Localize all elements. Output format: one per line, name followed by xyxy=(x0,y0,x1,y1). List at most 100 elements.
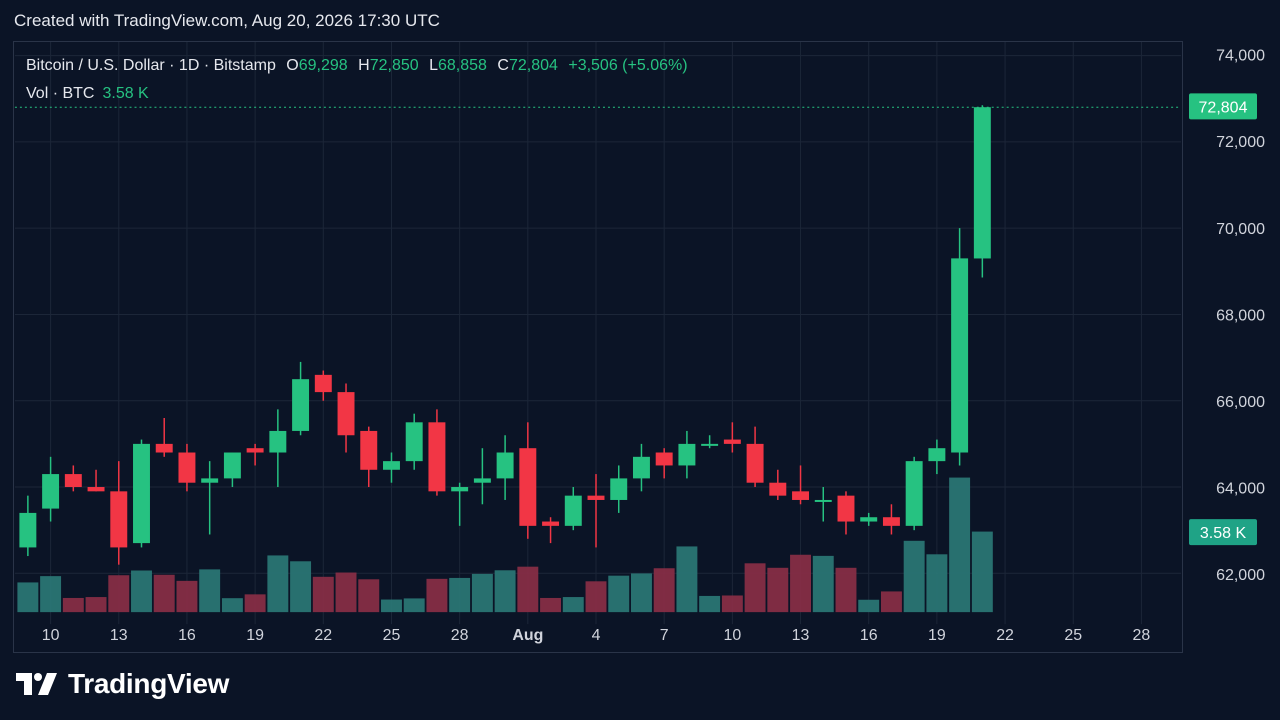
volume-bar xyxy=(585,581,607,613)
x-tick-label: 13 xyxy=(110,627,128,644)
candle-body xyxy=(64,474,82,488)
low-label: L xyxy=(429,57,438,74)
symbol-label: Bitcoin / U.S. Dollar · 1D · Bitstamp xyxy=(26,57,276,74)
candle-body xyxy=(383,461,400,470)
high-value: 72,850 xyxy=(369,57,419,74)
open-label: O xyxy=(286,57,299,74)
candle-body xyxy=(314,374,332,393)
candle-body xyxy=(155,443,173,453)
volume-bar xyxy=(381,599,402,613)
candle-body xyxy=(292,379,310,431)
volume-bar xyxy=(471,573,493,613)
volume-bar xyxy=(699,595,721,613)
volume-bar xyxy=(608,575,630,613)
candle-body xyxy=(133,443,150,544)
x-tick-label: 25 xyxy=(383,627,401,644)
x-tick-label: 28 xyxy=(1133,627,1151,644)
volume-bar xyxy=(267,555,289,613)
volume-bar xyxy=(949,477,971,613)
low-value: 68,858 xyxy=(438,57,487,74)
high-label: H xyxy=(358,57,370,74)
volume-bar xyxy=(721,595,743,613)
volume-bar xyxy=(540,597,562,613)
last-volume-badge: 3.58 K xyxy=(1189,519,1257,546)
candle-body xyxy=(610,478,628,500)
volume-bar xyxy=(835,567,857,613)
x-tick-label: 16 xyxy=(178,627,196,644)
volume-bar xyxy=(653,568,675,613)
x-axis-ticks: 10 13 16 19 22 25 28 Aug 4 7 10 13 16 19 22 25 28 xyxy=(42,627,1151,644)
tradingview-logo[interactable]: TradingView xyxy=(16,668,229,700)
volume-bar xyxy=(335,572,357,613)
volume-bar xyxy=(290,561,312,613)
x-tick-label: 16 xyxy=(860,627,878,644)
open-value: 69,298 xyxy=(298,57,348,74)
volume-bar xyxy=(926,554,948,613)
volume-bar xyxy=(630,573,652,613)
volume-bar xyxy=(176,580,198,613)
volume-bar xyxy=(358,579,380,613)
last-price-badge: 72,804 xyxy=(1189,93,1257,120)
volume-bar xyxy=(17,582,39,613)
candle-body xyxy=(655,452,673,466)
volume-bar xyxy=(517,566,539,613)
candle-body xyxy=(882,517,900,526)
volume-bar xyxy=(767,567,789,613)
volume-bar xyxy=(40,576,62,613)
x-tick-label: 4 xyxy=(592,627,601,644)
x-tick-label: 22 xyxy=(314,627,332,644)
volume-bar xyxy=(676,546,698,613)
volume-bar xyxy=(199,569,221,613)
volume-bar xyxy=(903,540,925,613)
x-tick-label: 19 xyxy=(928,627,946,644)
candle-body xyxy=(951,258,969,453)
y-axis-ticks: 62,000 64,000 66,000 68,000 70,000 72,000 74,0… xyxy=(1216,48,1265,584)
volume-bar xyxy=(449,577,471,613)
y-tick-label: 64,000 xyxy=(1216,480,1265,497)
candle-body xyxy=(42,474,60,509)
candle-body xyxy=(632,456,650,479)
y-tick-label: 68,000 xyxy=(1216,307,1265,324)
tradingview-logo-icon xyxy=(16,673,57,695)
volume-bar xyxy=(858,599,880,613)
x-tick-label: 10 xyxy=(42,627,60,644)
candle-body xyxy=(110,491,128,548)
candle-body xyxy=(201,478,219,483)
candle-body xyxy=(746,443,764,483)
x-tick-label: 7 xyxy=(660,627,669,644)
x-tick-label: 19 xyxy=(246,627,264,644)
candle-body xyxy=(723,439,741,444)
price-axis[interactable]: 62,000 64,000 66,000 68,000 70,000 72,000 74,0… xyxy=(1183,41,1280,653)
candle-body xyxy=(269,430,287,453)
candles xyxy=(19,105,991,565)
volume-bar xyxy=(494,570,516,613)
volume-value: 3.58 K xyxy=(102,85,149,102)
candle-body xyxy=(223,452,241,479)
volume-bar xyxy=(221,598,243,613)
chart-plot-area[interactable]: 10 13 16 19 22 25 28 Aug 4 7 10 13 16 19 22 25 28 xyxy=(13,41,1183,653)
candle-body xyxy=(178,452,196,483)
volume-bar xyxy=(426,578,448,613)
y-tick-label: 66,000 xyxy=(1216,394,1265,411)
volume-bars xyxy=(17,477,993,613)
candle-body xyxy=(792,491,810,500)
watermark-text: Created with TradingView.com, Aug 20, 20… xyxy=(14,11,440,30)
candle-body xyxy=(860,517,878,522)
volume-bar xyxy=(312,576,334,613)
grid-lines xyxy=(14,42,1182,625)
candle-body xyxy=(87,487,105,492)
volume-bar xyxy=(153,574,175,613)
candle-body xyxy=(973,107,991,259)
x-tick-label: Aug xyxy=(512,627,543,644)
volume-bar xyxy=(131,570,152,613)
close-value: 72,804 xyxy=(508,57,558,74)
volume-legend: Vol · BTC 3.58 K xyxy=(26,85,149,103)
candle-body xyxy=(837,495,855,522)
y-tick-label: 62,000 xyxy=(1216,567,1265,584)
candle-body xyxy=(814,499,832,502)
volume-label: Vol · BTC xyxy=(26,85,95,102)
candle-body xyxy=(451,487,469,492)
volume-bar xyxy=(244,594,266,613)
volume-bar xyxy=(562,597,584,613)
candle-body xyxy=(701,443,719,446)
